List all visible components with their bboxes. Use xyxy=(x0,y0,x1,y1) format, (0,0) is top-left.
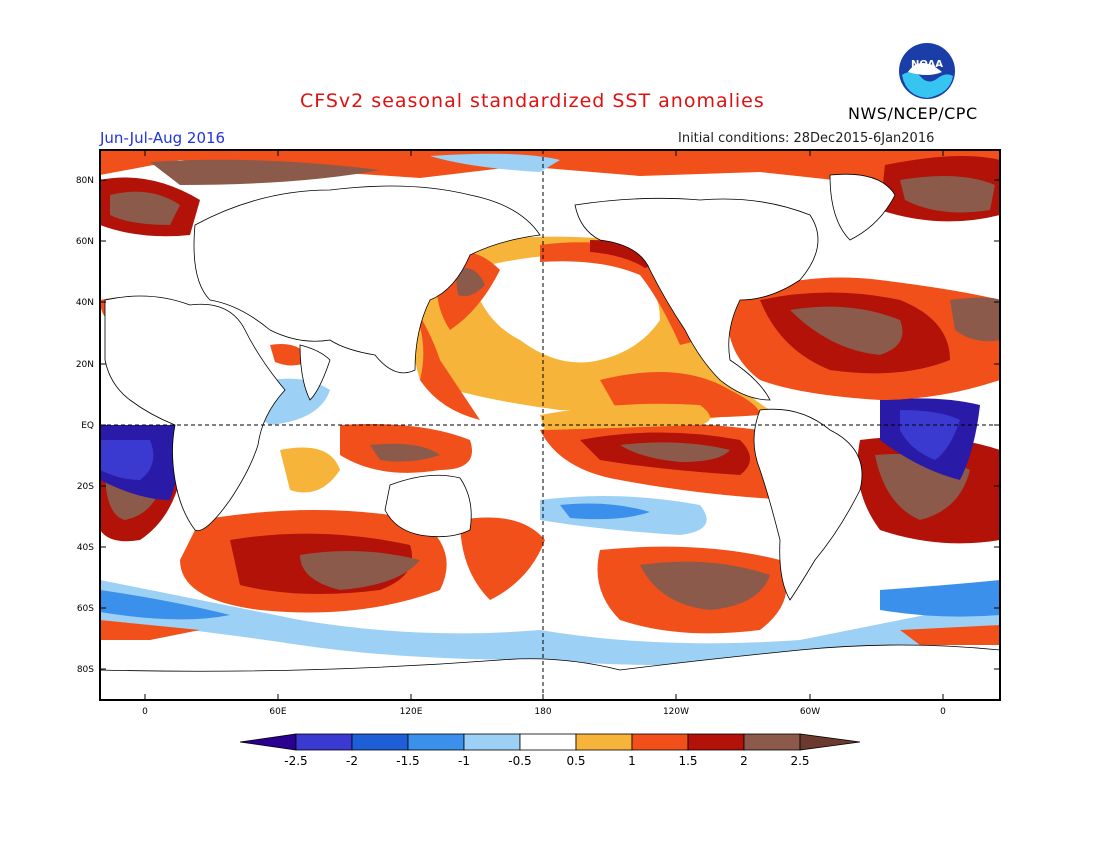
longitude-axis: 0 60E 120E 180 120W 60W 0 xyxy=(142,150,946,717)
colorbar: -2.5 -2 -1.5 -1 -0.5 0.5 1 1.5 2 2.5 xyxy=(239,733,861,768)
lon-label: 0 xyxy=(940,707,946,717)
lat-label: 40N xyxy=(76,298,94,308)
lat-label: 60S xyxy=(77,604,94,614)
colorbar-swatch xyxy=(295,733,353,751)
lon-label: 60W xyxy=(800,707,820,717)
colorbar-swatch xyxy=(351,733,409,751)
colorbar-label: 0.5 xyxy=(566,754,585,768)
noaa-logo: NOAA xyxy=(899,43,955,99)
colorbar-swatch xyxy=(631,733,689,751)
logo-text: NOAA xyxy=(911,59,943,70)
colorbar-label: -2 xyxy=(346,754,358,768)
colorbar-low-arrow xyxy=(239,733,297,751)
colorbar-label: -0.5 xyxy=(508,754,531,768)
colorbar-swatch xyxy=(687,733,745,751)
colorbar-label: -1 xyxy=(458,754,470,768)
land-mask xyxy=(100,173,1000,700)
colorbar-label: -2.5 xyxy=(284,754,307,768)
colorbar-swatch xyxy=(407,733,465,751)
colorbar-high-arrow xyxy=(799,733,861,751)
map-title: CFSv2 seasonal standardized SST anomalie… xyxy=(300,90,765,112)
lat-label: 80S xyxy=(77,665,94,675)
colorbar-label: -1.5 xyxy=(396,754,419,768)
latitude-axis: 80N 60N 40N 20N EQ 20S 40S 60S 80S xyxy=(76,176,1000,675)
lat-label: EQ xyxy=(81,421,94,431)
lat-label: 20S xyxy=(77,482,94,492)
colorbar-label: 1 xyxy=(628,754,636,768)
lat-label: 20N xyxy=(76,360,94,370)
colorbar-swatch xyxy=(575,733,633,751)
colorbar-label: 2 xyxy=(740,754,748,768)
lon-label: 0 xyxy=(142,707,148,717)
season-label: Jun-Jul-Aug 2016 xyxy=(100,129,226,147)
agency-label: NWS/NCEP/CPC xyxy=(848,104,978,123)
initial-conditions-label: Initial conditions: 28Dec2015-6Jan2016 xyxy=(678,131,935,146)
lon-label: 120W xyxy=(663,707,689,717)
lat-label: 60N xyxy=(76,237,94,247)
lon-label: 120E xyxy=(400,707,423,717)
colorbar-label: 2.5 xyxy=(790,754,809,768)
colorbar-swatch xyxy=(463,733,521,751)
lon-label: 60E xyxy=(269,707,286,717)
colorbar-label: 1.5 xyxy=(678,754,697,768)
colorbar-swatch xyxy=(519,733,577,751)
lat-label: 80N xyxy=(76,176,94,186)
anomaly-field xyxy=(100,150,1000,700)
lon-label: 180 xyxy=(534,707,551,717)
lat-label: 40S xyxy=(77,543,94,553)
colorbar-swatch xyxy=(743,733,801,751)
